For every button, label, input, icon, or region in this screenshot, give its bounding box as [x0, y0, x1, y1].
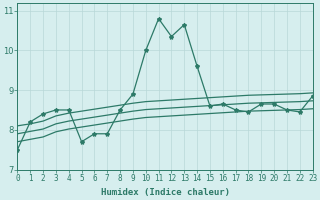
X-axis label: Humidex (Indice chaleur): Humidex (Indice chaleur): [100, 188, 229, 197]
